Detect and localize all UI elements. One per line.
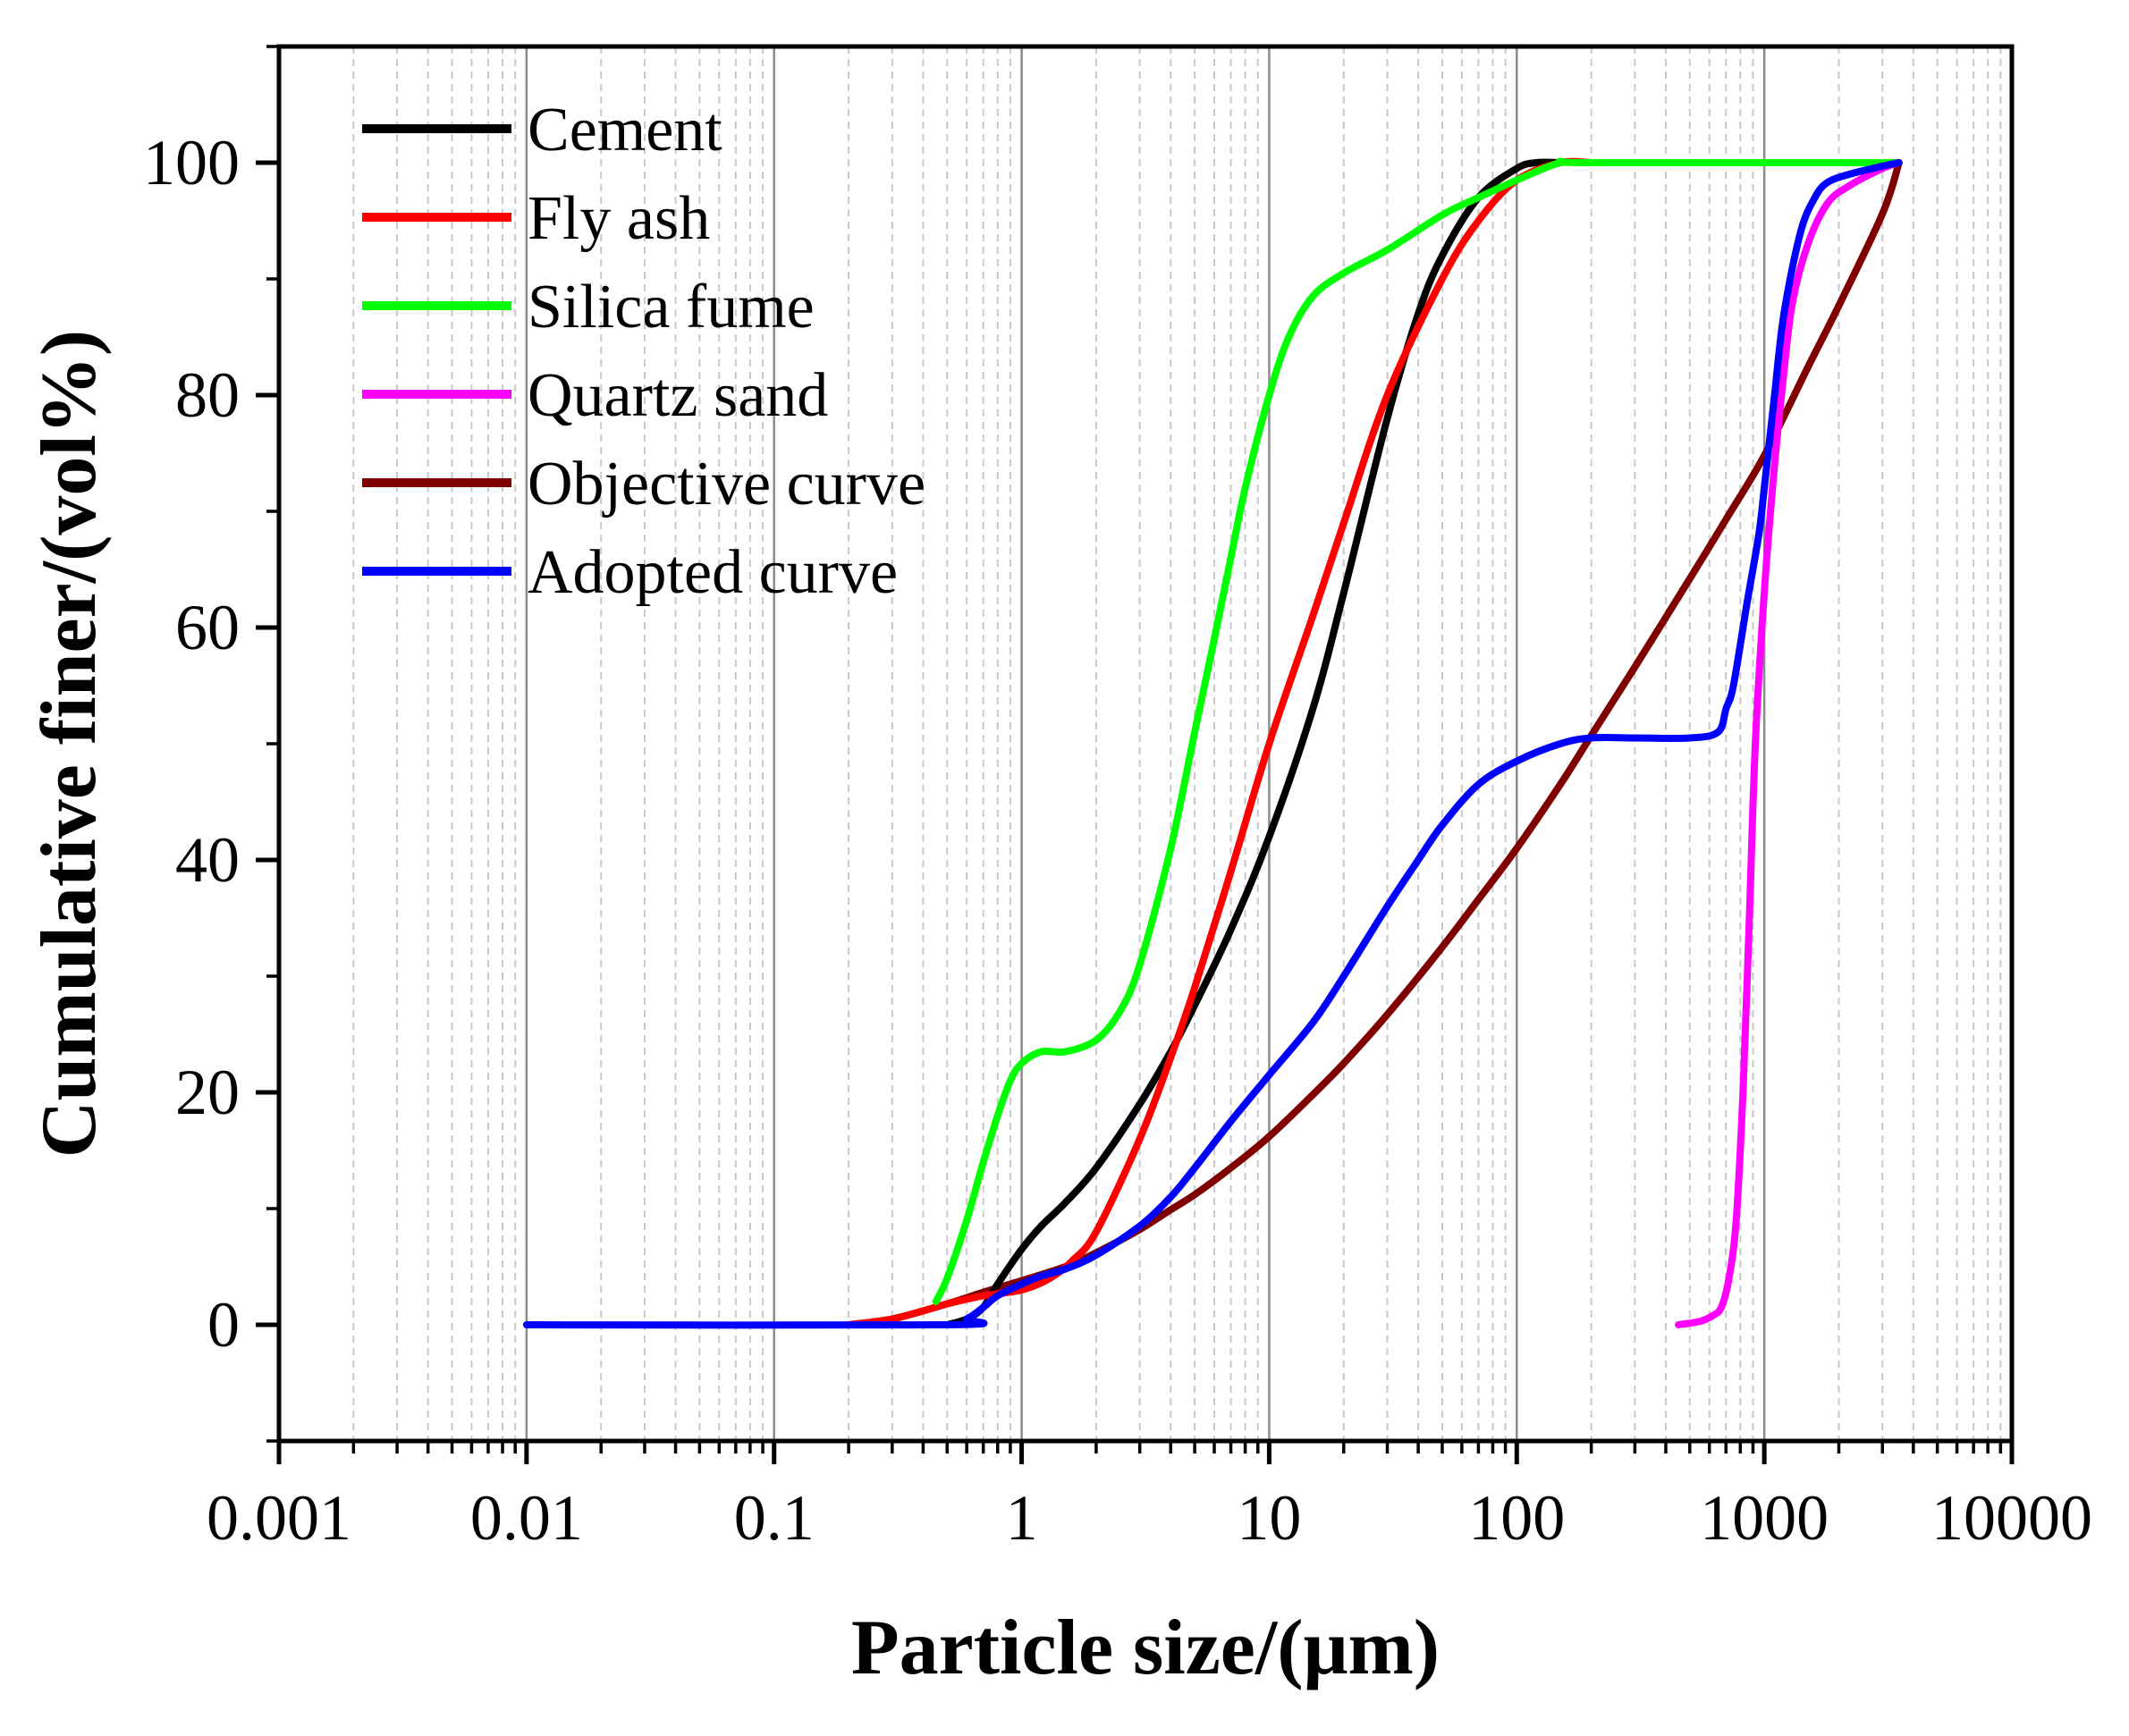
legend: Cement Fly ash Silica fume Quartz sand Objec… <box>362 96 925 607</box>
y-tick-label: 40 <box>175 824 240 896</box>
axis-ticks <box>256 45 2015 1464</box>
legend-label: Quartz sand <box>528 361 828 430</box>
series-line-cement <box>943 158 1564 1328</box>
x-tick-label: 0.001 <box>207 1482 351 1554</box>
x-tick-label: 10 <box>1237 1482 1301 1554</box>
y-tick-label: 20 <box>175 1057 240 1128</box>
y-tick-label: 0 <box>207 1289 240 1361</box>
x-tick-label: 1000 <box>1700 1482 1829 1554</box>
x-axis-title: Particle size/(μm) <box>851 1605 1440 1691</box>
legend-label: Fly ash <box>528 184 710 253</box>
x-tick-label: 100 <box>1468 1482 1565 1554</box>
y-tick-label: 60 <box>175 592 240 663</box>
series-line-fly-ash <box>845 157 1595 1328</box>
legend-label: Adopted curve <box>528 538 898 607</box>
legend-label: Cement <box>528 96 722 164</box>
series-line-silica-fume <box>932 157 1903 1305</box>
x-tick-label: 0.01 <box>470 1482 583 1554</box>
x-tick-label: 1 <box>1006 1482 1038 1554</box>
series-line-adopted-curve <box>522 159 1903 1329</box>
x-tick-label: 0.1 <box>734 1482 815 1554</box>
legend-label: Objective curve <box>528 450 925 518</box>
x-tick-label: 10000 <box>1931 1482 2092 1554</box>
series-line-quartz-sand <box>1675 159 1903 1328</box>
grid-lines <box>352 46 2002 1441</box>
series-lines <box>522 157 1903 1329</box>
tick-labels: 0.001 0.01 0.1 1 10 100 1000 10000 0 20 40 60 80 100 <box>143 127 2092 1554</box>
y-axis-title: Cumulative finer/(vol%) <box>26 330 113 1158</box>
y-tick-label: 100 <box>143 127 240 198</box>
y-tick-label: 80 <box>175 359 240 431</box>
legend-label: Silica fume <box>528 273 815 341</box>
